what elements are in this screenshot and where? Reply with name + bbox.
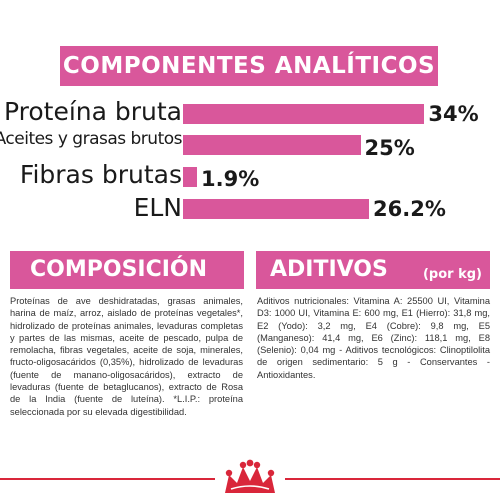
additives-title: ADITIVOS: [270, 257, 388, 282]
additives-text: Aditivos nutricionales: Vitamina A: 2550…: [257, 296, 490, 380]
analytic-value: 26.2%: [373, 197, 446, 221]
analytic-value: 1.9%: [201, 167, 260, 191]
analytic-label: Proteína bruta: [3, 97, 182, 126]
analytic-label: Aceites y grasas brutos: [0, 129, 183, 149]
analytic-label: Fibras brutas: [19, 160, 182, 189]
royal-canin-crown-icon: [215, 459, 285, 497]
composition-header: COMPOSICIÓN: [10, 251, 244, 289]
analytic-value: 34%: [428, 102, 479, 126]
additives-header: ADITIVOS (por kg): [256, 251, 490, 289]
analytic-bar: [183, 199, 370, 219]
analytic-bar: [183, 135, 361, 155]
analytic-bar: [183, 104, 425, 124]
analytic-components-header: COMPONENTES ANALÍTICOS: [60, 46, 438, 86]
analytic-label: ELN: [133, 193, 182, 222]
analytic-bar: [183, 167, 197, 187]
additives-unit: (por kg): [422, 267, 482, 282]
analytic-value: 25%: [364, 136, 415, 160]
composition-text: Proteínas de ave deshidratadas, grasas a…: [10, 296, 243, 417]
